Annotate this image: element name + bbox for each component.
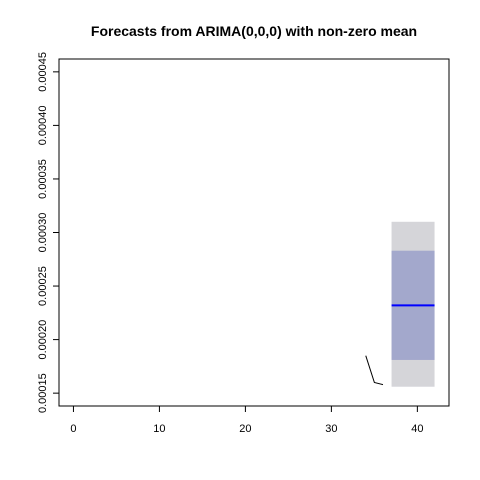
y-tick-label: 0.00035 xyxy=(37,159,49,199)
plot-area xyxy=(58,58,450,407)
series-layer xyxy=(365,304,435,386)
x-tick-label: 20 xyxy=(239,423,251,435)
y-tick-label: 0.00045 xyxy=(37,52,49,92)
x-tick-label: 0 xyxy=(70,423,76,435)
y-tick-label: 0.00040 xyxy=(37,106,49,146)
y-tick-label: 0.00025 xyxy=(37,266,49,306)
y-axis: 0.00015 0.00020 0.00025 0.00030 0.00035 0.000… xyxy=(37,52,60,413)
observed-series-line xyxy=(365,355,384,386)
x-tick-label: 40 xyxy=(411,423,423,435)
x-axis: 0 10 20 30 40 xyxy=(70,405,423,435)
y-tick-label: 0.00030 xyxy=(37,213,49,253)
x-tick-label: 30 xyxy=(325,423,337,435)
forecast-bands xyxy=(391,221,435,387)
y-tick-label: 0.00020 xyxy=(37,320,49,360)
chart-title: Forecasts from ARIMA(0,0,0) with non-zer… xyxy=(91,23,417,39)
y-tick-label: 0.00015 xyxy=(37,373,49,413)
x-tick-label: 10 xyxy=(153,423,165,435)
plot-frame xyxy=(58,58,450,407)
